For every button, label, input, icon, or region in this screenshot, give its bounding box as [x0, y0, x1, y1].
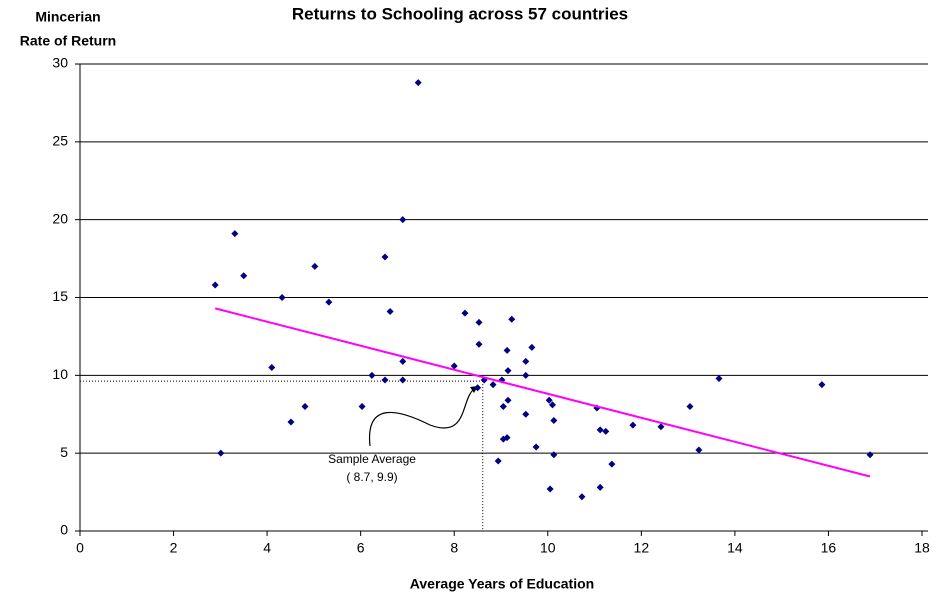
y-tick-label: 5 [60, 444, 68, 460]
point [287, 418, 295, 426]
x-tick-label: 4 [263, 540, 271, 556]
point [866, 451, 874, 459]
point [503, 434, 511, 442]
point [475, 318, 483, 326]
x-tick-label: 2 [170, 540, 178, 556]
x-tick-label: 14 [727, 540, 743, 556]
point [358, 402, 366, 410]
x-axis-title: Average Years of Education [410, 576, 594, 592]
point [522, 410, 530, 418]
point [381, 253, 389, 261]
point [489, 381, 497, 389]
y-tick-label: 30 [52, 55, 68, 71]
y-tick-label: 15 [52, 288, 68, 304]
x-tick-label: 8 [450, 540, 458, 556]
point [818, 381, 826, 389]
point [602, 427, 610, 435]
point [386, 308, 394, 316]
point [550, 451, 558, 459]
point [686, 402, 694, 410]
annotation-text: ( 8.7, 9.9) [346, 470, 397, 484]
y-tick-label: 20 [52, 210, 68, 226]
point [608, 460, 616, 468]
y-axis-title: Mincerian [35, 9, 100, 25]
point [494, 457, 502, 465]
x-tick-label: 0 [76, 540, 84, 556]
point [522, 371, 530, 379]
trend-line [214, 307, 871, 478]
annotation-text: Sample Average [328, 452, 416, 466]
point [217, 449, 225, 457]
point [504, 367, 512, 375]
point [715, 374, 723, 382]
x-tick-label: 18 [914, 540, 930, 556]
point [546, 485, 554, 493]
point [231, 230, 239, 238]
point [499, 402, 507, 410]
point [657, 423, 665, 431]
point [461, 309, 469, 317]
point [240, 272, 248, 280]
point [550, 416, 558, 424]
point [211, 281, 219, 289]
point [278, 294, 286, 301]
point [475, 340, 483, 348]
point [399, 216, 407, 224]
point [311, 262, 319, 270]
point [474, 384, 482, 392]
point [399, 376, 407, 384]
point [381, 376, 389, 384]
x-tick-label: 10 [540, 540, 556, 556]
y-tick-label: 10 [52, 366, 68, 382]
point [522, 357, 530, 365]
x-tick-label: 16 [821, 540, 837, 556]
point [368, 371, 376, 379]
point [504, 396, 512, 404]
point [268, 364, 276, 372]
point [532, 443, 540, 451]
point [508, 315, 516, 323]
x-tick-label: 6 [357, 540, 365, 556]
y-tick-label: 25 [52, 133, 68, 149]
point [301, 402, 309, 410]
point [596, 426, 604, 434]
point [578, 493, 586, 501]
y-axis-title: Rate of Return [20, 33, 116, 49]
point [528, 343, 536, 351]
chart-title: Returns to Schooling across 57 countries [292, 4, 628, 23]
point [629, 421, 637, 429]
point [450, 362, 458, 370]
point [596, 483, 604, 491]
point [399, 357, 407, 365]
point [325, 298, 333, 306]
point [545, 396, 553, 404]
x-tick-label: 12 [634, 540, 650, 556]
point [414, 79, 422, 87]
y-tick-label: 0 [60, 522, 68, 538]
point [695, 446, 703, 454]
point [503, 346, 511, 354]
annotation-arrow [368, 387, 477, 447]
point [548, 401, 556, 409]
